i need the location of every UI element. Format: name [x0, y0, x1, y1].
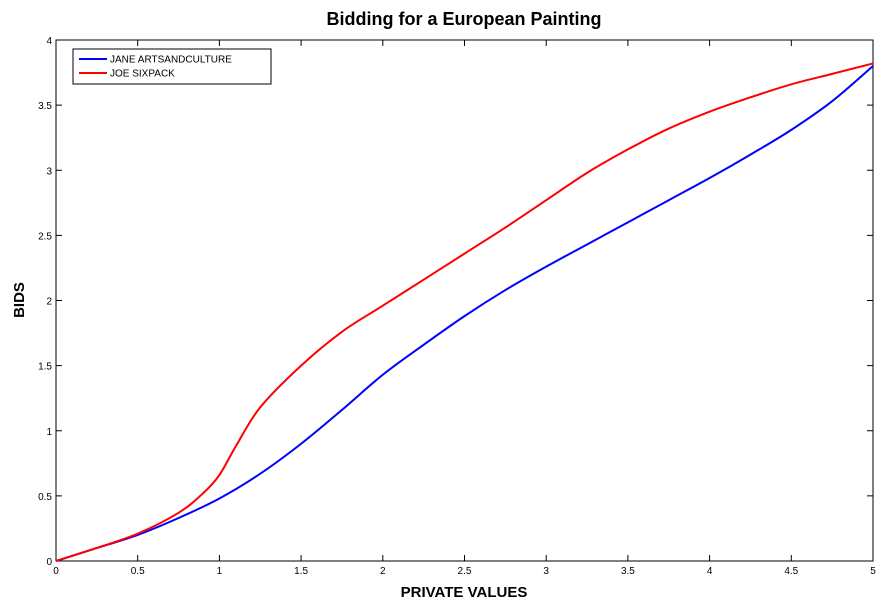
x-axis-label: PRIVATE VALUES	[401, 584, 528, 601]
x-tick-label: 3	[543, 566, 549, 577]
y-axis-label: BIDS	[11, 282, 28, 318]
x-tick-label: 4	[707, 566, 713, 577]
x-tick-label: 4.5	[784, 566, 798, 577]
x-tick-label: 1.5	[294, 566, 308, 577]
y-tick-label: 2.5	[38, 231, 52, 242]
y-tick-label: 3.5	[38, 101, 52, 112]
series-line-jane	[55, 65, 874, 562]
series-line-joe	[55, 62, 874, 562]
y-tick-label: 4	[46, 36, 52, 47]
x-tick-label: 2	[380, 566, 386, 577]
legend: JANE ARTSANDCULTURE JOE SIXPACK	[72, 48, 272, 85]
legend-box	[72, 48, 272, 85]
x-tick-label: 5	[870, 566, 876, 577]
y-tick-label: 3	[46, 166, 52, 177]
x-tick-label: 1	[217, 566, 223, 577]
x-tick-label: 2.5	[458, 566, 472, 577]
y-tick-label: 0	[46, 557, 52, 568]
x-tick-label: 3.5	[621, 566, 635, 577]
y-tick-label: 2	[46, 297, 52, 308]
x-tick-label: 0	[53, 566, 59, 577]
y-tick-label: 0.5	[38, 492, 52, 503]
y-tick-label: 1	[46, 427, 52, 438]
legend-label: JANE ARTSANDCULTURE	[110, 55, 232, 66]
series-lines	[55, 62, 874, 562]
axis-ticks: 0 0.5 1 1.5 2 2.5 3 3.5 4 4.5 5 0 0.5 1 1.5 2 2.5 3 3.5 4	[38, 36, 876, 577]
y-tick-label: 1.5	[38, 362, 52, 373]
chart-title: Bidding for a European Painting	[326, 9, 601, 29]
x-tick-label: 0.5	[131, 566, 145, 577]
plot-area-frame	[55, 39, 874, 562]
legend-label: JOE SIXPACK	[110, 69, 175, 80]
